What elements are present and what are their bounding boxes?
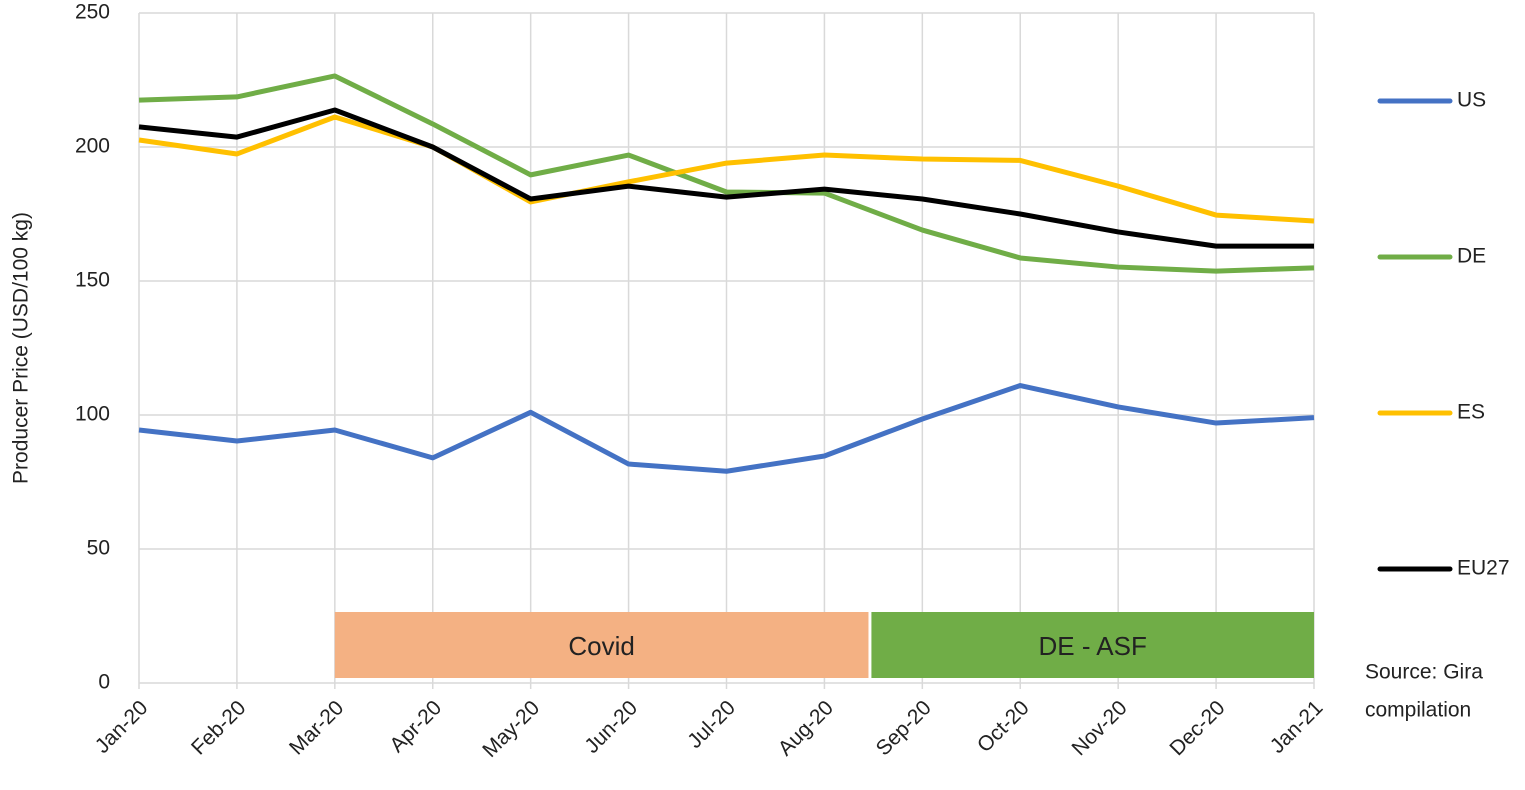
- x-tick-label: Jan-20: [91, 696, 153, 758]
- series-line: [138, 114, 1315, 224]
- source: compilation: [1365, 699, 1471, 722]
- source: Source: Gira: [1365, 661, 1483, 684]
- legend-label: ES: [1457, 401, 1485, 424]
- annotation-band: [334, 612, 869, 678]
- y-tick-label: 0: [98, 671, 110, 694]
- y-tick-label: 250: [75, 1, 110, 24]
- x-tick-label: Mar-20: [285, 696, 348, 759]
- series-line: [138, 73, 1315, 274]
- annotation-label: DE - ASF: [1039, 631, 1147, 661]
- x-tick-label: Feb-20: [187, 696, 250, 759]
- x-tick-label: Oct-20: [973, 696, 1034, 757]
- y-tick-label: 150: [75, 269, 110, 292]
- x-tick-label: Jun-20: [580, 696, 642, 758]
- annotation-label: Covid: [568, 631, 634, 661]
- x-tick-label: Apr-20: [385, 696, 446, 757]
- series-line: [138, 383, 1315, 474]
- annotation-band: [871, 612, 1314, 678]
- x-tick-label: Nov-20: [1067, 696, 1131, 760]
- y-tick-label: 100: [75, 403, 110, 426]
- x-tick-label: May-20: [478, 696, 544, 762]
- series-line: [138, 107, 1314, 249]
- legend-label: DE: [1457, 245, 1486, 268]
- x-tick-label: Dec-20: [1165, 696, 1229, 760]
- legend-label: EU27: [1457, 557, 1510, 580]
- y-axis-label: Producer Price (USD/100 kg): [10, 212, 33, 484]
- x-tick-label: Jan-21: [1266, 696, 1328, 758]
- y-tick-label: 50: [87, 537, 110, 560]
- x-tick-label: Aug-20: [774, 696, 838, 760]
- x-tick-label: Sep-20: [872, 696, 936, 760]
- legend-label: US: [1457, 89, 1486, 112]
- x-tick-label: Jul-20: [683, 696, 740, 753]
- y-tick-label: 200: [75, 135, 110, 158]
